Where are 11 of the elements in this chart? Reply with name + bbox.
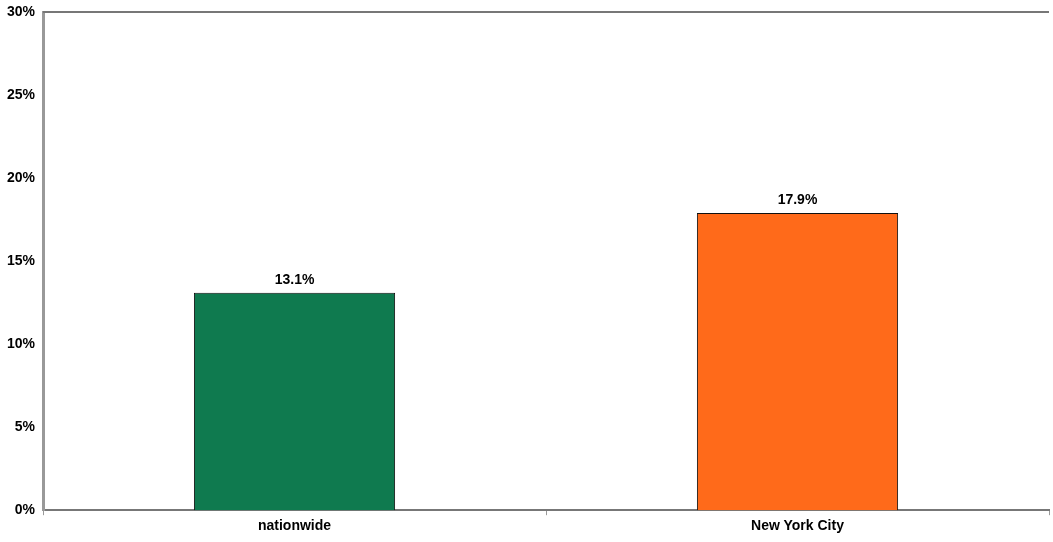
y-tick-label: 5% bbox=[14, 418, 36, 435]
y-tick-label: 20% bbox=[6, 168, 36, 185]
x-tick-label: nationwide bbox=[257, 517, 332, 534]
y-tick-label: 0% bbox=[14, 501, 36, 518]
y-tick-label: 30% bbox=[6, 2, 36, 19]
y-tick-label: 15% bbox=[6, 251, 36, 268]
y-tick-label: 10% bbox=[6, 334, 36, 351]
data-label: 17.9% bbox=[777, 190, 818, 207]
data-label: 13.1% bbox=[274, 270, 315, 287]
x-tick-label: New York City bbox=[751, 517, 845, 534]
y-tick-label: 25% bbox=[6, 85, 36, 102]
